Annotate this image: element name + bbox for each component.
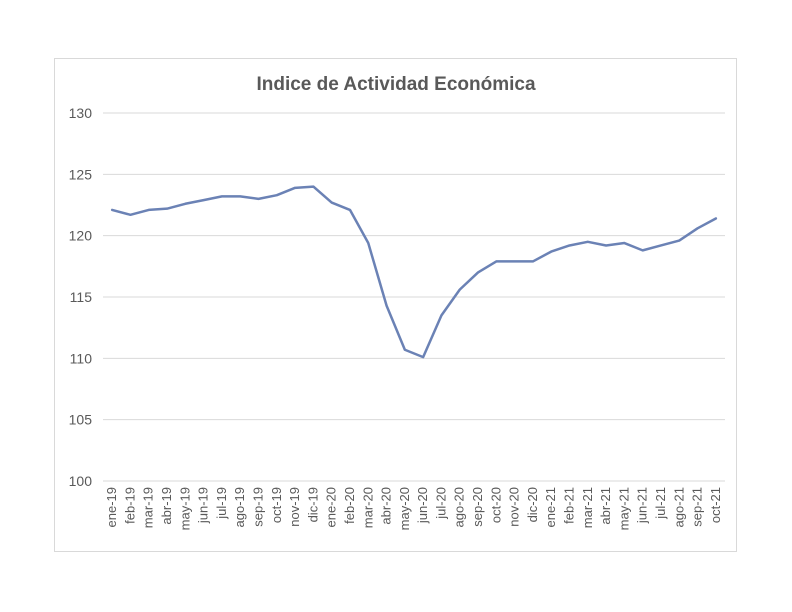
data-point [549,250,553,254]
data-point [586,240,590,244]
data-point [220,194,224,198]
x-tick-label: oct-20 [488,487,503,523]
x-axis-tick-labels: ene-19 feb-19 mar-19 abr-19 may-19 jun-19 jul-… [104,487,723,530]
data-point [696,226,700,230]
x-tick-label: oct-21 [708,487,723,523]
x-tick-label: abr-21 [598,487,613,525]
x-tick-label: dic-19 [305,487,320,522]
data-point [183,202,187,206]
x-tick-label: nov-19 [287,487,302,527]
data-point [714,216,718,220]
y-tick-label: 130 [69,105,93,121]
data-point [421,355,425,359]
data-point [604,243,608,247]
x-tick-label: sep-21 [690,487,705,527]
data-point [513,259,517,263]
x-tick-label: oct-19 [269,487,284,523]
x-tick-label: nov-20 [507,487,522,527]
x-tick-label: sep-19 [251,487,266,527]
data-point [385,304,389,308]
x-tick-label: mar-21 [580,487,595,528]
x-tick-label: mar-20 [360,487,375,528]
data-point [147,208,151,212]
chart-title: Indice de Actividad Económica [256,74,536,95]
x-tick-label: jun-21 [635,487,650,524]
y-tick-label: 115 [70,289,93,305]
data-point [238,194,242,198]
y-axis-tick-labels: 100 105 110 115 120 125 130 [69,105,93,489]
data-point [494,259,498,263]
x-tick-label: ene-20 [324,487,339,527]
x-tick-label: jul-19 [214,487,229,520]
x-tick-label: dic-20 [525,487,540,522]
line-chart: Indice de Actividad Económica 1001051101… [69,74,725,530]
y-tick-label: 100 [69,473,93,489]
data-point [458,288,462,292]
data-point [330,201,334,205]
y-tick-label: 120 [69,228,93,244]
data-point [293,186,297,190]
data-point [275,193,279,197]
data-point [622,241,626,245]
x-tick-label: feb-19 [122,487,137,524]
data-point [403,348,407,352]
data-point [165,207,169,211]
data-point [439,313,443,317]
x-tick-label: may-20 [397,487,412,530]
grid-lines [103,112,725,482]
data-point [110,208,114,212]
chart-frame: Indice de Actividad Económica 100 105 110 1… [54,58,737,552]
x-tick-label: ago-21 [671,487,686,527]
x-tick-label: feb-21 [562,487,577,524]
data-point [677,239,681,243]
data-point [202,198,206,202]
series-layer [110,185,718,359]
x-tick-label: ago-19 [232,487,247,527]
y-tick-label: 110 [70,350,93,366]
data-point [128,213,132,217]
x-tick-label: mar-19 [141,487,156,528]
x-tick-label: ene-21 [543,487,558,527]
x-tick-label: jul-20 [433,487,448,520]
data-point [257,197,261,201]
x-tick-label: jun-20 [415,487,430,524]
data-point [641,248,645,252]
x-tick-label: ene-19 [104,487,119,527]
x-tick-label: abr-20 [379,487,394,525]
data-point [568,243,572,247]
data-point [659,243,663,247]
series-line [110,185,718,359]
y-tick-label: 125 [69,166,93,182]
x-tick-label: ago-20 [452,487,467,527]
data-point [366,241,370,245]
x-tick-label: jun-19 [196,487,211,524]
data-point [531,259,535,263]
y-tick-label: 105 [69,412,93,428]
data-point [311,185,315,189]
data-point [348,208,352,212]
x-tick-label: abr-19 [159,487,174,525]
x-tick-label: sep-20 [470,487,485,527]
data-point [476,270,480,274]
x-tick-label: may-21 [616,487,631,530]
x-tick-label: jul-21 [653,487,668,520]
x-tick-label: may-19 [177,487,192,530]
x-tick-label: feb-20 [342,487,357,524]
